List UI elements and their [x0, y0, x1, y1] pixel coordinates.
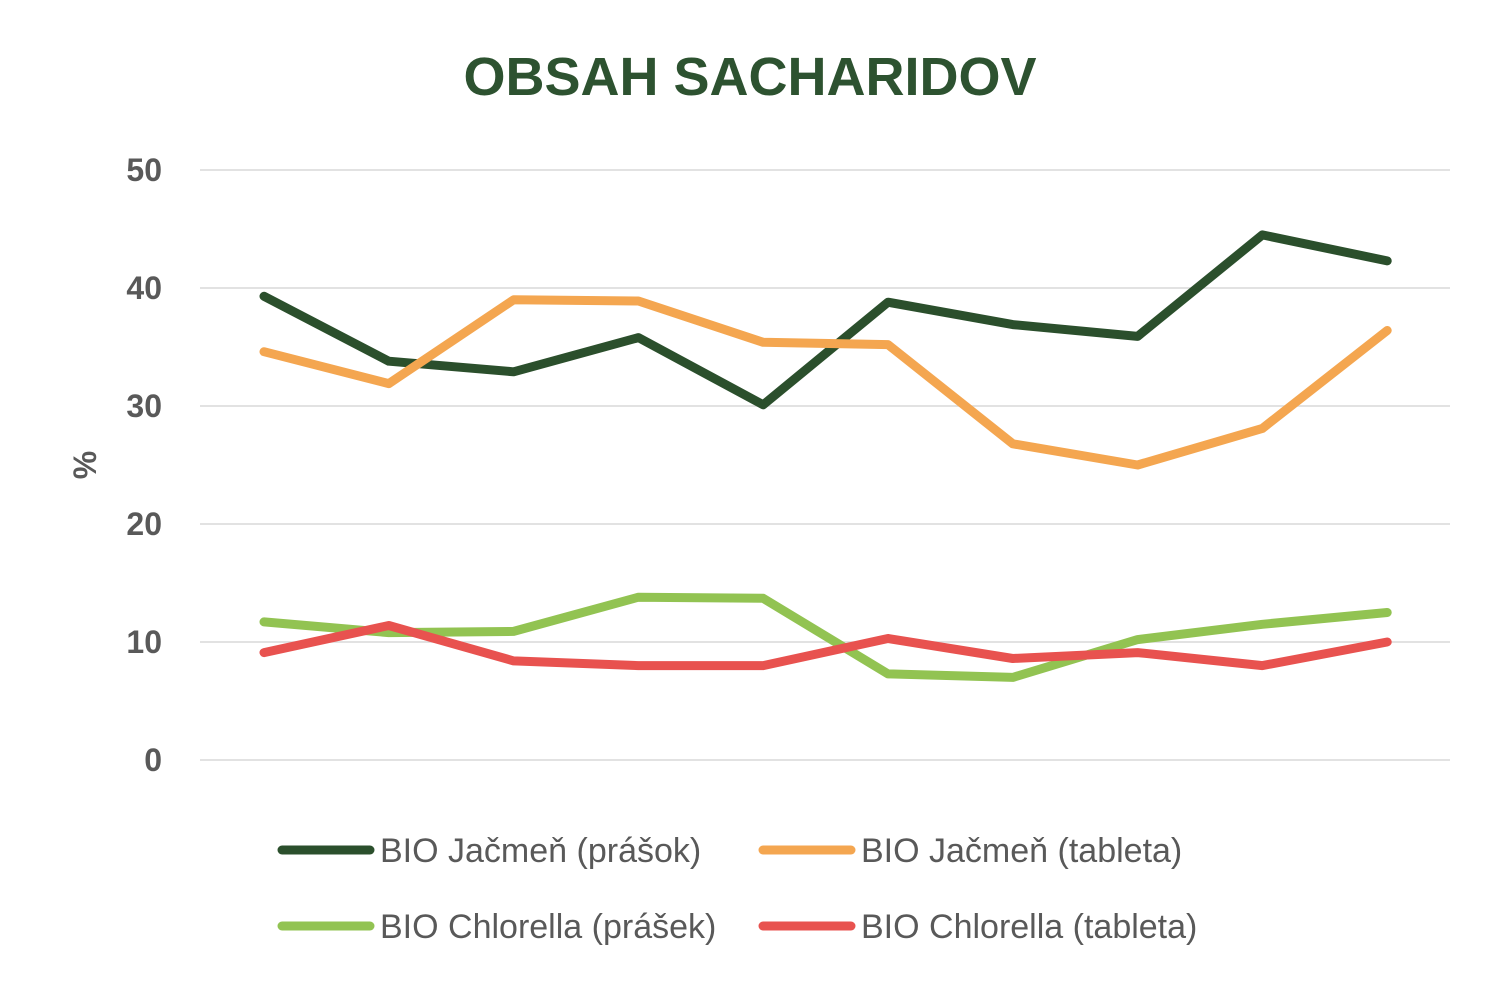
y-tick-label: 40	[126, 270, 162, 306]
chart-title: OBSAH SACHARIDOV	[463, 47, 1036, 107]
legend-label: BIO Jačmeň (tableta)	[861, 832, 1182, 870]
y-axis-ticks: 0 10 20 30 40 50	[126, 152, 162, 778]
series-line-4	[259, 621, 1392, 671]
y-tick-label: 20	[126, 506, 162, 542]
gridlines	[200, 169, 1450, 761]
y-tick-label: 50	[126, 152, 162, 188]
y-axis-label: %	[67, 451, 103, 479]
y-tick-label: 0	[144, 742, 162, 778]
series-line-2	[259, 295, 1392, 470]
series-line-3	[259, 592, 1392, 682]
series-lines	[259, 230, 1392, 682]
y-tick-label: 30	[126, 388, 162, 424]
y-tick-label: 10	[126, 624, 162, 660]
legend-label: BIO Chlorella (prášek)	[380, 908, 716, 946]
legend: BIO Jačmeň (prášok) BIO Jačmeň (tableta) B…	[277, 832, 1197, 946]
legend-label: BIO Chlorella (tableta)	[861, 908, 1197, 946]
series-line-1	[259, 230, 1392, 410]
legend-label: BIO Jačmeň (prášok)	[380, 832, 701, 870]
